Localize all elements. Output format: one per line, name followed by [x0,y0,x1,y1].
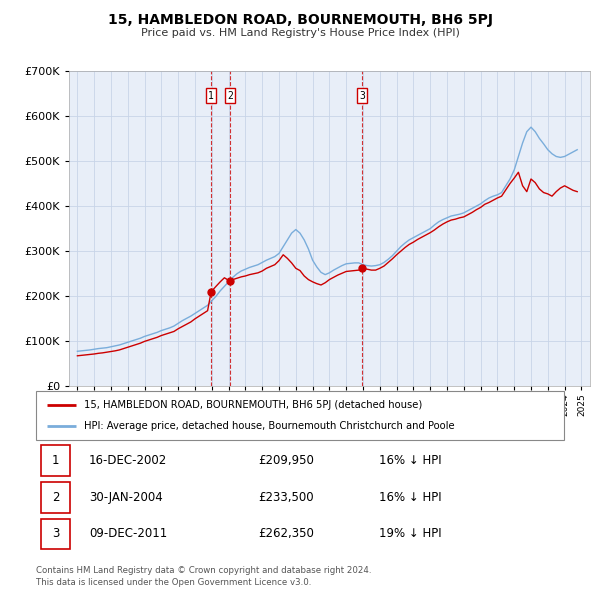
FancyBboxPatch shape [41,519,70,549]
Text: 3: 3 [52,527,59,540]
Text: 15, HAMBLEDON ROAD, BOURNEMOUTH, BH6 5PJ (detached house): 15, HAMBLEDON ROAD, BOURNEMOUTH, BH6 5PJ… [83,399,422,409]
Text: 2: 2 [52,491,59,504]
Text: £233,500: £233,500 [258,491,313,504]
Text: HPI: Average price, detached house, Bournemouth Christchurch and Poole: HPI: Average price, detached house, Bour… [83,421,454,431]
Text: 16-DEC-2002: 16-DEC-2002 [89,454,167,467]
Text: 16% ↓ HPI: 16% ↓ HPI [379,454,442,467]
Text: £262,350: £262,350 [258,527,314,540]
Text: 09-DEC-2011: 09-DEC-2011 [89,527,167,540]
Text: 16% ↓ HPI: 16% ↓ HPI [379,491,442,504]
Text: 30-JAN-2004: 30-JAN-2004 [89,491,163,504]
FancyBboxPatch shape [41,482,70,513]
Text: 3: 3 [359,91,365,101]
Text: 2: 2 [227,91,233,101]
Text: Price paid vs. HM Land Registry's House Price Index (HPI): Price paid vs. HM Land Registry's House … [140,28,460,38]
FancyBboxPatch shape [41,445,70,476]
Text: 1: 1 [208,91,214,101]
FancyBboxPatch shape [36,391,564,440]
Text: £209,950: £209,950 [258,454,314,467]
Text: Contains HM Land Registry data © Crown copyright and database right 2024.
This d: Contains HM Land Registry data © Crown c… [36,566,371,587]
Text: 15, HAMBLEDON ROAD, BOURNEMOUTH, BH6 5PJ: 15, HAMBLEDON ROAD, BOURNEMOUTH, BH6 5PJ [107,13,493,27]
Text: 19% ↓ HPI: 19% ↓ HPI [379,527,442,540]
Text: 1: 1 [52,454,59,467]
